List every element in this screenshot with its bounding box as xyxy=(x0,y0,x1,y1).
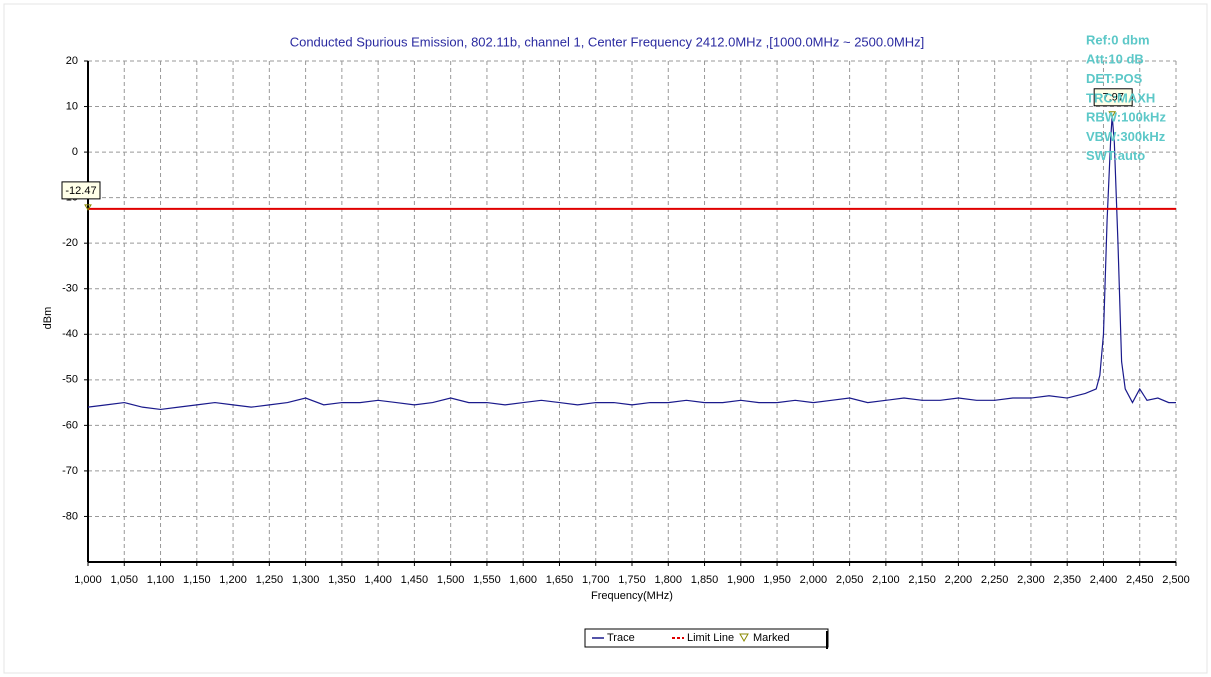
x-tick-label: 1,300 xyxy=(292,574,320,586)
y-tick-label: 20 xyxy=(66,55,78,67)
x-tick-label: 1,700 xyxy=(582,574,610,586)
legend-label: Limit Line xyxy=(687,632,734,644)
marker xyxy=(1108,111,1117,118)
frame xyxy=(3,3,1208,674)
marker-label: -12.47 xyxy=(65,185,96,197)
x-tick-label: 2,150 xyxy=(908,574,936,586)
y-axis-label: dBm xyxy=(42,307,54,330)
x-tick-label: 1,550 xyxy=(473,574,501,586)
x-tick-label: 1,500 xyxy=(437,574,465,586)
info-text: VBW:300kHz xyxy=(1086,129,1166,144)
marker xyxy=(84,204,92,211)
y-tick-label: -30 xyxy=(62,283,78,295)
info-text: Att:10 dB xyxy=(1086,52,1144,67)
info-text: DET:POS xyxy=(1086,71,1143,86)
x-tick-label: 2,250 xyxy=(981,574,1009,586)
chart-title: Conducted Spurious Emission, 802.11b, ch… xyxy=(290,34,925,49)
info-text: SWT:auto xyxy=(1086,148,1145,163)
x-tick-label: 1,350 xyxy=(328,574,356,586)
y-tick-label: -60 xyxy=(62,419,78,431)
x-tick-label: 1,650 xyxy=(546,574,574,586)
x-tick-label: 2,000 xyxy=(800,574,828,586)
x-tick-label: 1,000 xyxy=(74,574,102,586)
x-tick-label: 1,400 xyxy=(364,574,392,586)
x-tick-label: 2,500 xyxy=(1162,574,1190,586)
x-tick-label: 1,150 xyxy=(183,574,211,586)
x-tick-label: 1,950 xyxy=(763,574,791,586)
info-text: TRC:MAXH xyxy=(1086,90,1155,105)
x-tick-label: 2,450 xyxy=(1126,574,1154,586)
legend-label: Marked xyxy=(753,632,790,644)
x-tick-label: 1,250 xyxy=(256,574,284,586)
legend-swatch xyxy=(739,633,749,643)
marker-label: 7.97 xyxy=(1102,92,1123,104)
x-tick-label: 1,200 xyxy=(219,574,247,586)
x-tick-label: 2,400 xyxy=(1090,574,1118,586)
x-tick-label: 1,750 xyxy=(618,574,646,586)
y-tick-label: 0 xyxy=(72,146,78,158)
x-tick-label: 1,900 xyxy=(727,574,755,586)
y-tick-label: -50 xyxy=(62,374,78,386)
info-text: Ref:0 dbm xyxy=(1086,32,1150,47)
x-tick-label: 2,300 xyxy=(1017,574,1045,586)
y-tick-label: -80 xyxy=(62,510,78,522)
x-tick-label: 1,800 xyxy=(655,574,683,586)
y-tick-label: -40 xyxy=(62,328,78,340)
y-tick-label: -70 xyxy=(62,465,78,477)
x-tick-label: 2,200 xyxy=(945,574,973,586)
x-tick-label: 1,050 xyxy=(111,574,139,586)
x-tick-label: 2,050 xyxy=(836,574,864,586)
legend-label: Trace xyxy=(607,632,635,644)
x-tick-label: 2,350 xyxy=(1053,574,1081,586)
x-tick-label: 1,100 xyxy=(147,574,175,586)
x-tick-label: 1,600 xyxy=(509,574,537,586)
y-tick-label: -20 xyxy=(62,237,78,249)
trace-line xyxy=(87,115,1176,411)
info-text: RBW:100kHz xyxy=(1086,110,1166,125)
y-tick-label: 10 xyxy=(66,100,78,112)
x-tick-label: 2,100 xyxy=(872,574,900,586)
x-axis-label: Frequency(MHz) xyxy=(591,590,673,602)
x-tick-label: 1,450 xyxy=(401,574,429,586)
marker-box xyxy=(61,181,101,200)
x-tick-label: 1,850 xyxy=(691,574,719,586)
marker-box xyxy=(1093,88,1133,107)
